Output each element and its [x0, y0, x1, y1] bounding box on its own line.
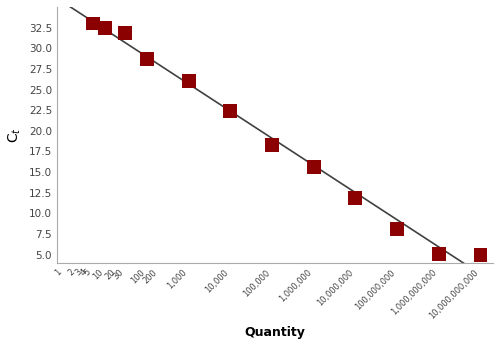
Y-axis label: C$_t$: C$_t$	[7, 127, 24, 143]
Point	[352, 195, 360, 200]
Point	[393, 226, 401, 232]
Point	[184, 79, 192, 84]
Point	[226, 108, 234, 114]
Point	[310, 164, 318, 170]
Point	[476, 252, 484, 257]
Point	[435, 251, 443, 256]
X-axis label: Quantity: Quantity	[244, 326, 306, 339]
Point	[121, 30, 129, 36]
Point	[268, 142, 276, 148]
Point	[88, 21, 96, 26]
Point	[143, 56, 151, 62]
Point	[101, 25, 109, 30]
